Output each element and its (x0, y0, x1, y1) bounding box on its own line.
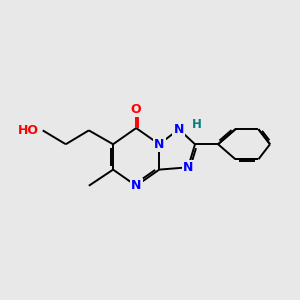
Text: N: N (174, 123, 184, 136)
Text: N: N (154, 138, 164, 151)
Text: HO: HO (18, 124, 39, 137)
Text: H: H (192, 118, 202, 131)
Text: N: N (183, 161, 193, 174)
Text: N: N (131, 179, 141, 192)
Text: O: O (131, 103, 142, 116)
